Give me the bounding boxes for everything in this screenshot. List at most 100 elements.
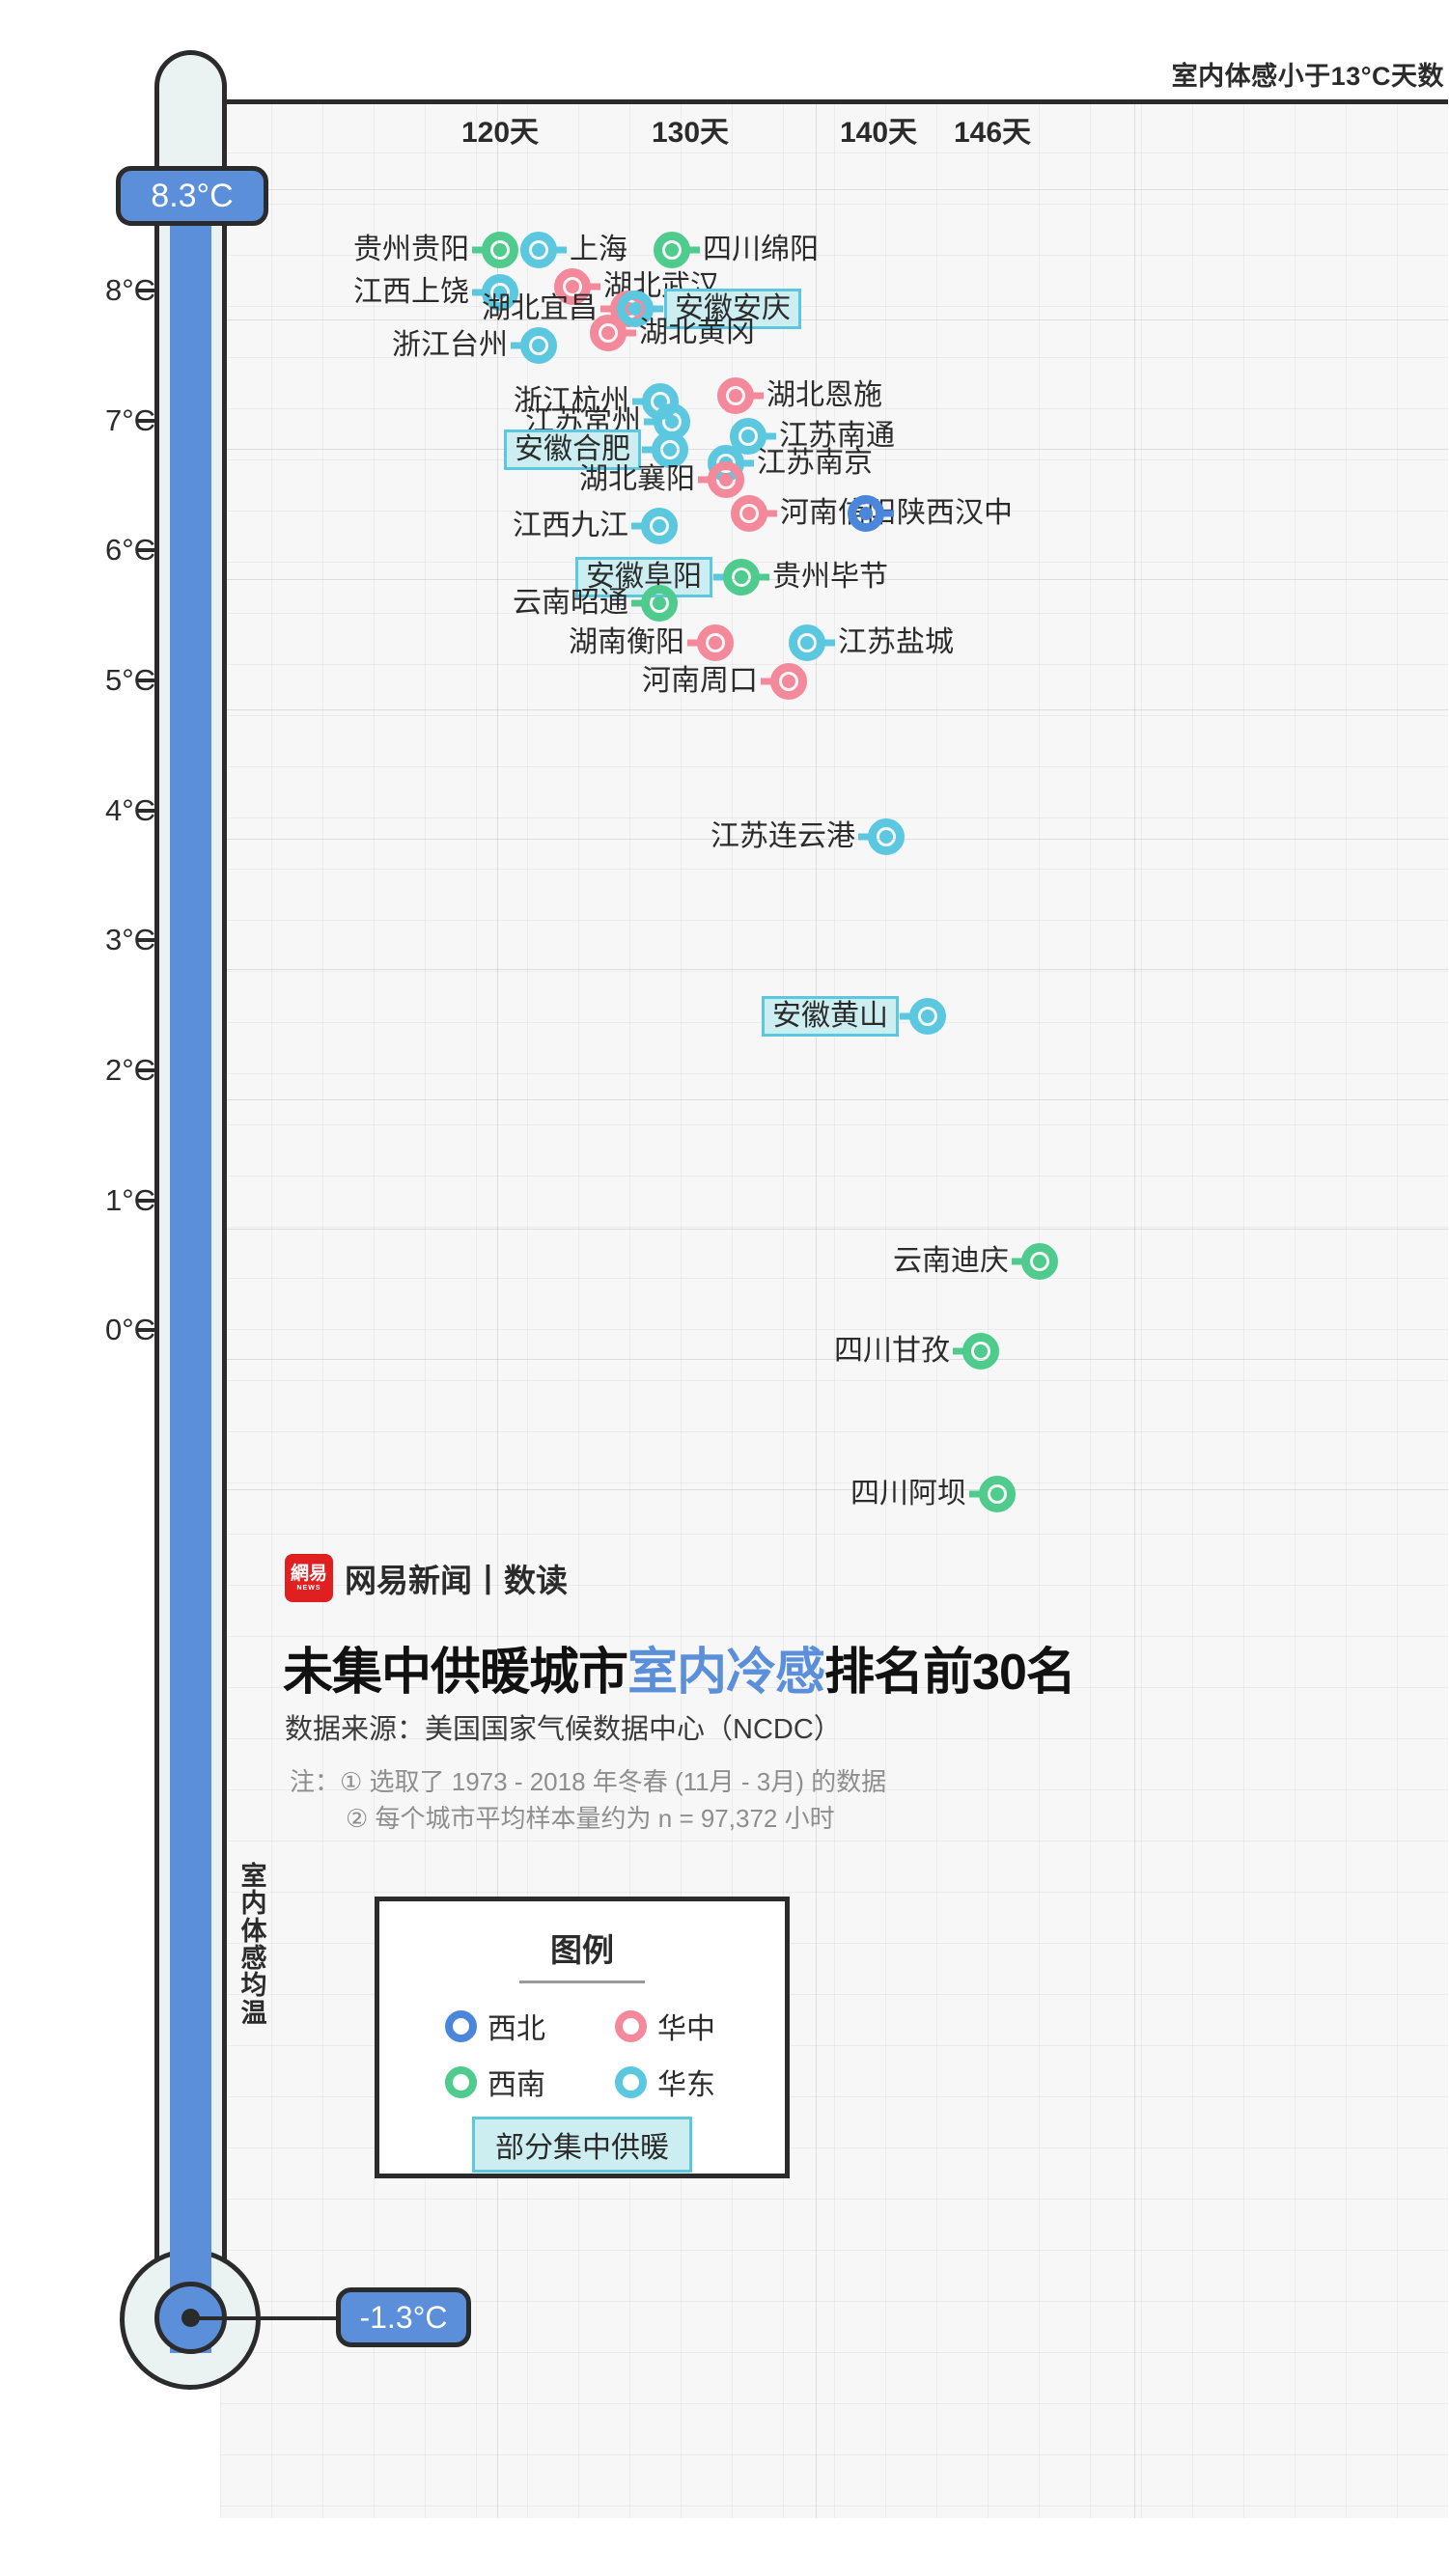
data-source-text: 数据来源：美国国家气候数据中心（NCDC） [285, 1714, 842, 1745]
y-axis-tick-mark [138, 809, 159, 813]
gridline-major-v [497, 101, 498, 2518]
city-label: 江苏南通 [779, 420, 895, 452]
marker-connector [600, 305, 615, 313]
logo-subtext: NEWS [296, 1585, 321, 1592]
marker-connector [749, 392, 764, 400]
legend-item-label: 西南 [488, 2069, 545, 2101]
brand-name: 网易新闻丨数读 [345, 1563, 568, 1598]
city-label: 上海 [570, 234, 627, 265]
legend-color-swatch [615, 2009, 647, 2042]
marker-center [493, 286, 507, 299]
city-label: 陕西汉中 [897, 497, 1013, 529]
min-temp-badge: -1.3°C [336, 2287, 471, 2347]
city-label: 四川阿坝 [850, 1478, 966, 1510]
city-label: 江苏南京 [757, 447, 873, 479]
city-label: 四川甘孜 [834, 1335, 950, 1367]
gridline-major-h [220, 189, 1448, 190]
marker-connector [644, 418, 658, 426]
y-axis-label-char: 内 [240, 1889, 267, 1919]
marker-connector [755, 573, 769, 581]
marker-connector [761, 678, 775, 685]
marker-connector [632, 398, 647, 405]
city-label: 安徽合肥 [504, 429, 641, 470]
gridline-major-h [220, 1229, 1448, 1230]
y-axis-vertical-label: 室内体感均温 [237, 1863, 270, 2027]
city-label: 安徽黄山 [762, 996, 899, 1037]
x-axis-tick-label: 120天 [460, 117, 540, 149]
title-highlight: 室内冷感 [627, 1645, 825, 1701]
marker-center [729, 389, 742, 402]
marker-center [532, 339, 545, 352]
legend-items: 西北 华中西南 华东 [445, 2005, 785, 2103]
city-label: 湖南衡阳 [569, 626, 684, 658]
marker-connector [879, 510, 894, 517]
min-temp-leader-line [199, 2316, 344, 2320]
marker-connector [698, 476, 712, 484]
netease-logo-icon: 網易 NEWS [285, 1554, 333, 1602]
city-label: 云南迪庆 [893, 1245, 1009, 1277]
marker-connector [472, 289, 487, 296]
marker-connector [687, 639, 702, 647]
gridline-major-v [1134, 101, 1135, 2518]
marker-connector [649, 305, 663, 313]
marker-connector [762, 432, 776, 440]
city-label: 湖北宜昌 [482, 292, 598, 324]
marker-center [990, 1487, 1004, 1501]
y-axis-label-char: 均 [240, 1971, 267, 2001]
marker-center [665, 415, 679, 429]
marker-connector [1012, 1258, 1026, 1265]
thermometer-center-dot [181, 2309, 200, 2327]
y-axis-tick-mark [138, 938, 159, 942]
max-temp-badge: 8.3°C [116, 166, 268, 226]
marker-center [653, 596, 666, 610]
gridline-major-h [220, 579, 1448, 580]
y-axis-tick-mark [138, 1199, 159, 1203]
note-line-2: ② 每个城市平均样本量约为 n = 97,372 小时 [346, 1803, 835, 1833]
city-label: 浙江杭州 [514, 385, 629, 417]
y-axis-tick-mark [138, 548, 159, 552]
title-part1: 未集中供暖城市 [283, 1645, 628, 1701]
marker-center [493, 243, 507, 257]
marker-center [921, 1010, 934, 1023]
marker-connector [586, 283, 600, 291]
marker-connector [713, 573, 728, 581]
x-axis-tick-label: 130天 [651, 117, 730, 149]
city-label: 湖北襄阳 [579, 463, 695, 495]
marker-connector [685, 246, 700, 254]
marker-center [782, 675, 795, 688]
notes-block: 注：① 选取了 1973 - 2018 年冬春 (11月 - 3月) 的数据 ②… [290, 1764, 886, 1837]
marker-connector [953, 1347, 967, 1355]
y-axis-tick-mark [138, 1328, 159, 1332]
marker-center [879, 830, 893, 844]
city-label: 江苏盐城 [838, 626, 954, 658]
marker-center [1033, 1255, 1046, 1268]
marker-center [719, 473, 733, 486]
marker-connector [821, 639, 835, 647]
marker-connector [900, 1012, 914, 1020]
city-label: 安徽阜阳 [575, 557, 712, 597]
header-rule [220, 99, 1448, 104]
legend-color-swatch [445, 2065, 477, 2098]
gridline-major-v [816, 101, 817, 2518]
legend-item-label: 华中 [657, 2013, 715, 2045]
marker-connector [642, 446, 656, 454]
note-line-1: 注：① 选取了 1973 - 2018 年冬春 (11月 - 3月) 的数据 [290, 1767, 887, 1796]
city-label: 云南昭通 [513, 587, 628, 619]
marker-center [663, 443, 677, 457]
city-label: 四川绵阳 [703, 234, 819, 265]
legend-highlight-note: 部分集中供暖 [472, 2117, 692, 2173]
logo-text: 網易 [290, 1564, 327, 1584]
marker-center [653, 519, 666, 533]
city-label: 湖北恩施 [766, 379, 882, 411]
legend-title: 图例 [550, 1932, 614, 1968]
legend-item: 华东 [615, 2061, 785, 2103]
gridline-major-h [220, 969, 1448, 970]
marker-center [974, 1344, 988, 1358]
marker-connector [552, 246, 567, 254]
y-axis-tick-mark [138, 679, 159, 682]
marker-center [741, 429, 755, 443]
marker-center [665, 243, 679, 257]
marker-center [532, 243, 545, 257]
legend-item: 西北 [445, 2005, 615, 2047]
legend-color-swatch [445, 2009, 477, 2042]
